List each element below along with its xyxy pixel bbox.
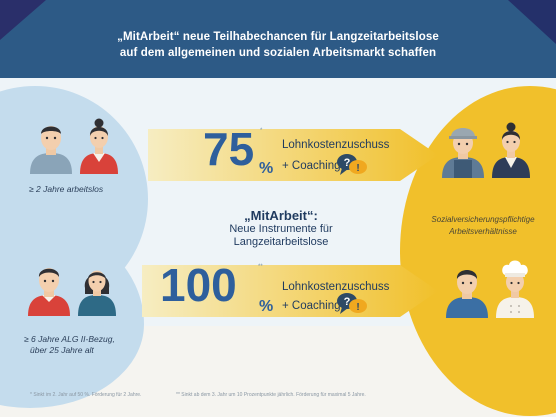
center-title: „MitArbeit“: [244,208,318,223]
bottom-subsidy-label: Lohnkostenzuschuss [282,281,390,293]
unemployed-woman-icon [80,118,118,174]
header-corner-right [508,0,556,44]
top-arrow [148,129,438,181]
top-footnote-mark: * [260,128,263,134]
header-banner: „MitArbeit“ neue Teilhabechancen für Lan… [0,0,556,78]
coaching-speech-icon-bottom: ? ! [337,293,367,314]
footnote-2: ** Sinkt ab dem 3. Jahr um 10 Prozentpun… [176,392,366,398]
header-title-line-1: „MitArbeit“ neue Teilhabechancen für Lan… [117,31,439,43]
bottom-percent-sign: % [259,298,274,315]
right-caption-line-1: Sozialversicherungspflichtige [431,215,535,224]
long-term-man-icon [28,268,70,316]
top-subsidy-label: Lohnkostenzuschuss [282,139,390,151]
right-caption-line-2: Arbeitsverhältnisse [449,227,517,236]
center-line-2: Langzeitarbeitslose [233,236,329,248]
svg-text:?: ? [344,296,351,308]
employee-man-icon [446,270,488,318]
header-corner-left [0,0,46,40]
center-block: „MitArbeit“: Neue Instrumente für Langze… [210,208,352,249]
svg-text:!: ! [356,163,359,174]
construction-worker-icon [442,128,484,178]
top-coaching-label: + Coaching [282,160,341,172]
long-term-woman-icon [78,270,116,316]
svg-text:!: ! [356,302,359,313]
top-percentage: 75 [203,123,255,175]
svg-text:?: ? [344,157,351,169]
coaching-speech-icon: ? ! [337,154,367,175]
center-line-1: Neue Instrumente für [229,223,333,235]
chef-icon [496,260,534,318]
bottom-footnote-mark: ** [258,264,263,270]
bottom-coaching-label: + Coaching [282,300,341,312]
top-left-caption: ≥ 2 Jahre arbeitslos [29,184,104,194]
office-worker-icon [492,122,530,178]
top-percent-sign: % [259,160,274,177]
unemployed-man-icon [30,126,72,174]
bottom-left-caption-line-2: über 25 Jahre alt [30,345,94,355]
header-title-line-2: auf dem allgemeinen und sozialen Arbeits… [119,47,437,59]
bottom-left-caption-line-1: ≥ 6 Jahre ALG II-Bezug, [24,334,115,344]
footnote-1: * Sinkt im 2. Jahr auf 50 %. Förderung f… [30,392,142,398]
bottom-percentage: 100 [160,259,237,311]
